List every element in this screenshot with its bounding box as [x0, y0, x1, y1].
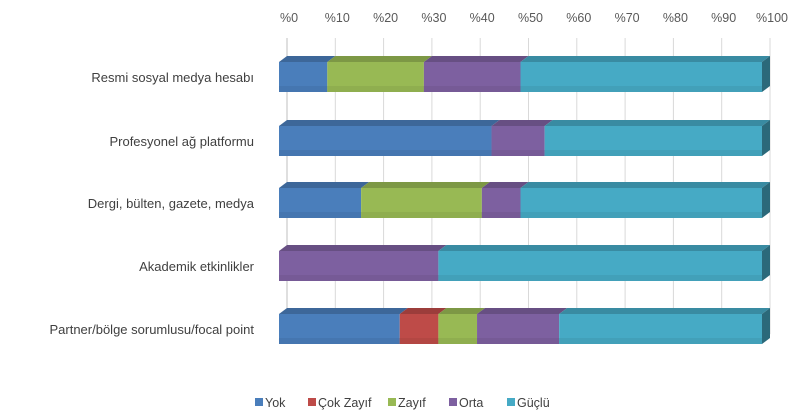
bar-side	[762, 120, 770, 156]
bar-segment	[491, 120, 553, 156]
bar-segment	[279, 245, 447, 281]
legend-swatch	[449, 398, 457, 406]
category-label: Profesyonel ağ platformu	[109, 134, 254, 149]
x-tick-label: %100	[756, 11, 788, 25]
bar-side	[762, 245, 770, 281]
legend-item: Çok Zayıf	[308, 396, 372, 410]
legend-swatch	[507, 398, 515, 406]
legend-label: Orta	[459, 396, 483, 410]
x-tick-label: %50	[518, 11, 543, 25]
bar-segment	[520, 56, 770, 92]
legend-item: Zayıf	[388, 396, 426, 410]
legend-label: Zayıf	[398, 396, 426, 410]
bar-side	[762, 182, 770, 218]
category-label: Dergi, bülten, gazete, medya	[88, 196, 255, 211]
x-tick-label: %90	[711, 11, 736, 25]
legend: Yok Çok Zayıf Zayıf Orta Güçlü	[255, 396, 550, 410]
bar-segment	[361, 182, 490, 218]
bar-segment	[520, 182, 770, 218]
legend-swatch	[255, 398, 263, 406]
bar-segment	[327, 56, 432, 92]
bar-segment	[559, 308, 770, 344]
category-label: Akademik etkinlikler	[139, 259, 255, 274]
bar-side	[762, 56, 770, 92]
legend-label: Güçlü	[517, 396, 550, 410]
x-tick-label: %20	[373, 11, 398, 25]
legend-swatch	[308, 398, 316, 406]
x-axis-ticks: %0 %10 %20 %30 %40 %50 %60 %70 %80 %90 %100	[280, 11, 788, 25]
legend-item: Orta	[449, 396, 483, 410]
bar-segment	[279, 120, 500, 156]
category-label: Partner/bölge sorumlusu/focal point	[49, 322, 254, 337]
x-tick-label: %30	[421, 11, 446, 25]
bar-segment	[477, 308, 568, 344]
bars	[279, 56, 770, 344]
bar-segment	[279, 56, 336, 92]
bar-segment	[279, 182, 370, 218]
bar-segment	[544, 120, 770, 156]
bar-segment	[399, 308, 447, 344]
bar-segment	[438, 308, 486, 344]
legend-label: Çok Zayıf	[318, 396, 372, 410]
bar-segment	[481, 182, 529, 218]
bar-segment	[438, 245, 770, 281]
bar-segment	[423, 56, 529, 92]
legend-item: Güçlü	[507, 396, 550, 410]
legend-item: Yok	[255, 396, 286, 410]
bar-segment	[279, 308, 408, 344]
legend-swatch	[388, 398, 396, 406]
x-tick-label: %0	[280, 11, 298, 25]
bar-side	[762, 308, 770, 344]
category-labels: Resmi sosyal medya hesabı Profesyonel ağ …	[49, 70, 254, 337]
x-tick-label: %40	[470, 11, 495, 25]
x-tick-label: %10	[325, 11, 350, 25]
legend-label: Yok	[265, 396, 286, 410]
x-tick-label: %70	[615, 11, 640, 25]
x-tick-label: %80	[663, 11, 688, 25]
x-tick-label: %60	[566, 11, 591, 25]
category-label: Resmi sosyal medya hesabı	[91, 70, 254, 85]
